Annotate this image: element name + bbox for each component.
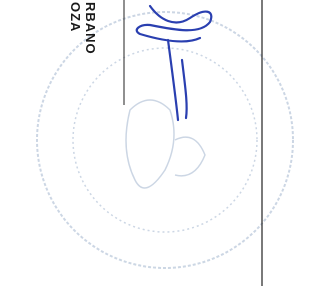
scan: OZA RBANO [0,0,304,286]
paper [0,0,304,286]
page: OZA RBANO (() => { const data = JSON.par… [0,0,304,286]
name-line: RBANO [83,2,98,55]
name-line: OZA [68,2,83,32]
